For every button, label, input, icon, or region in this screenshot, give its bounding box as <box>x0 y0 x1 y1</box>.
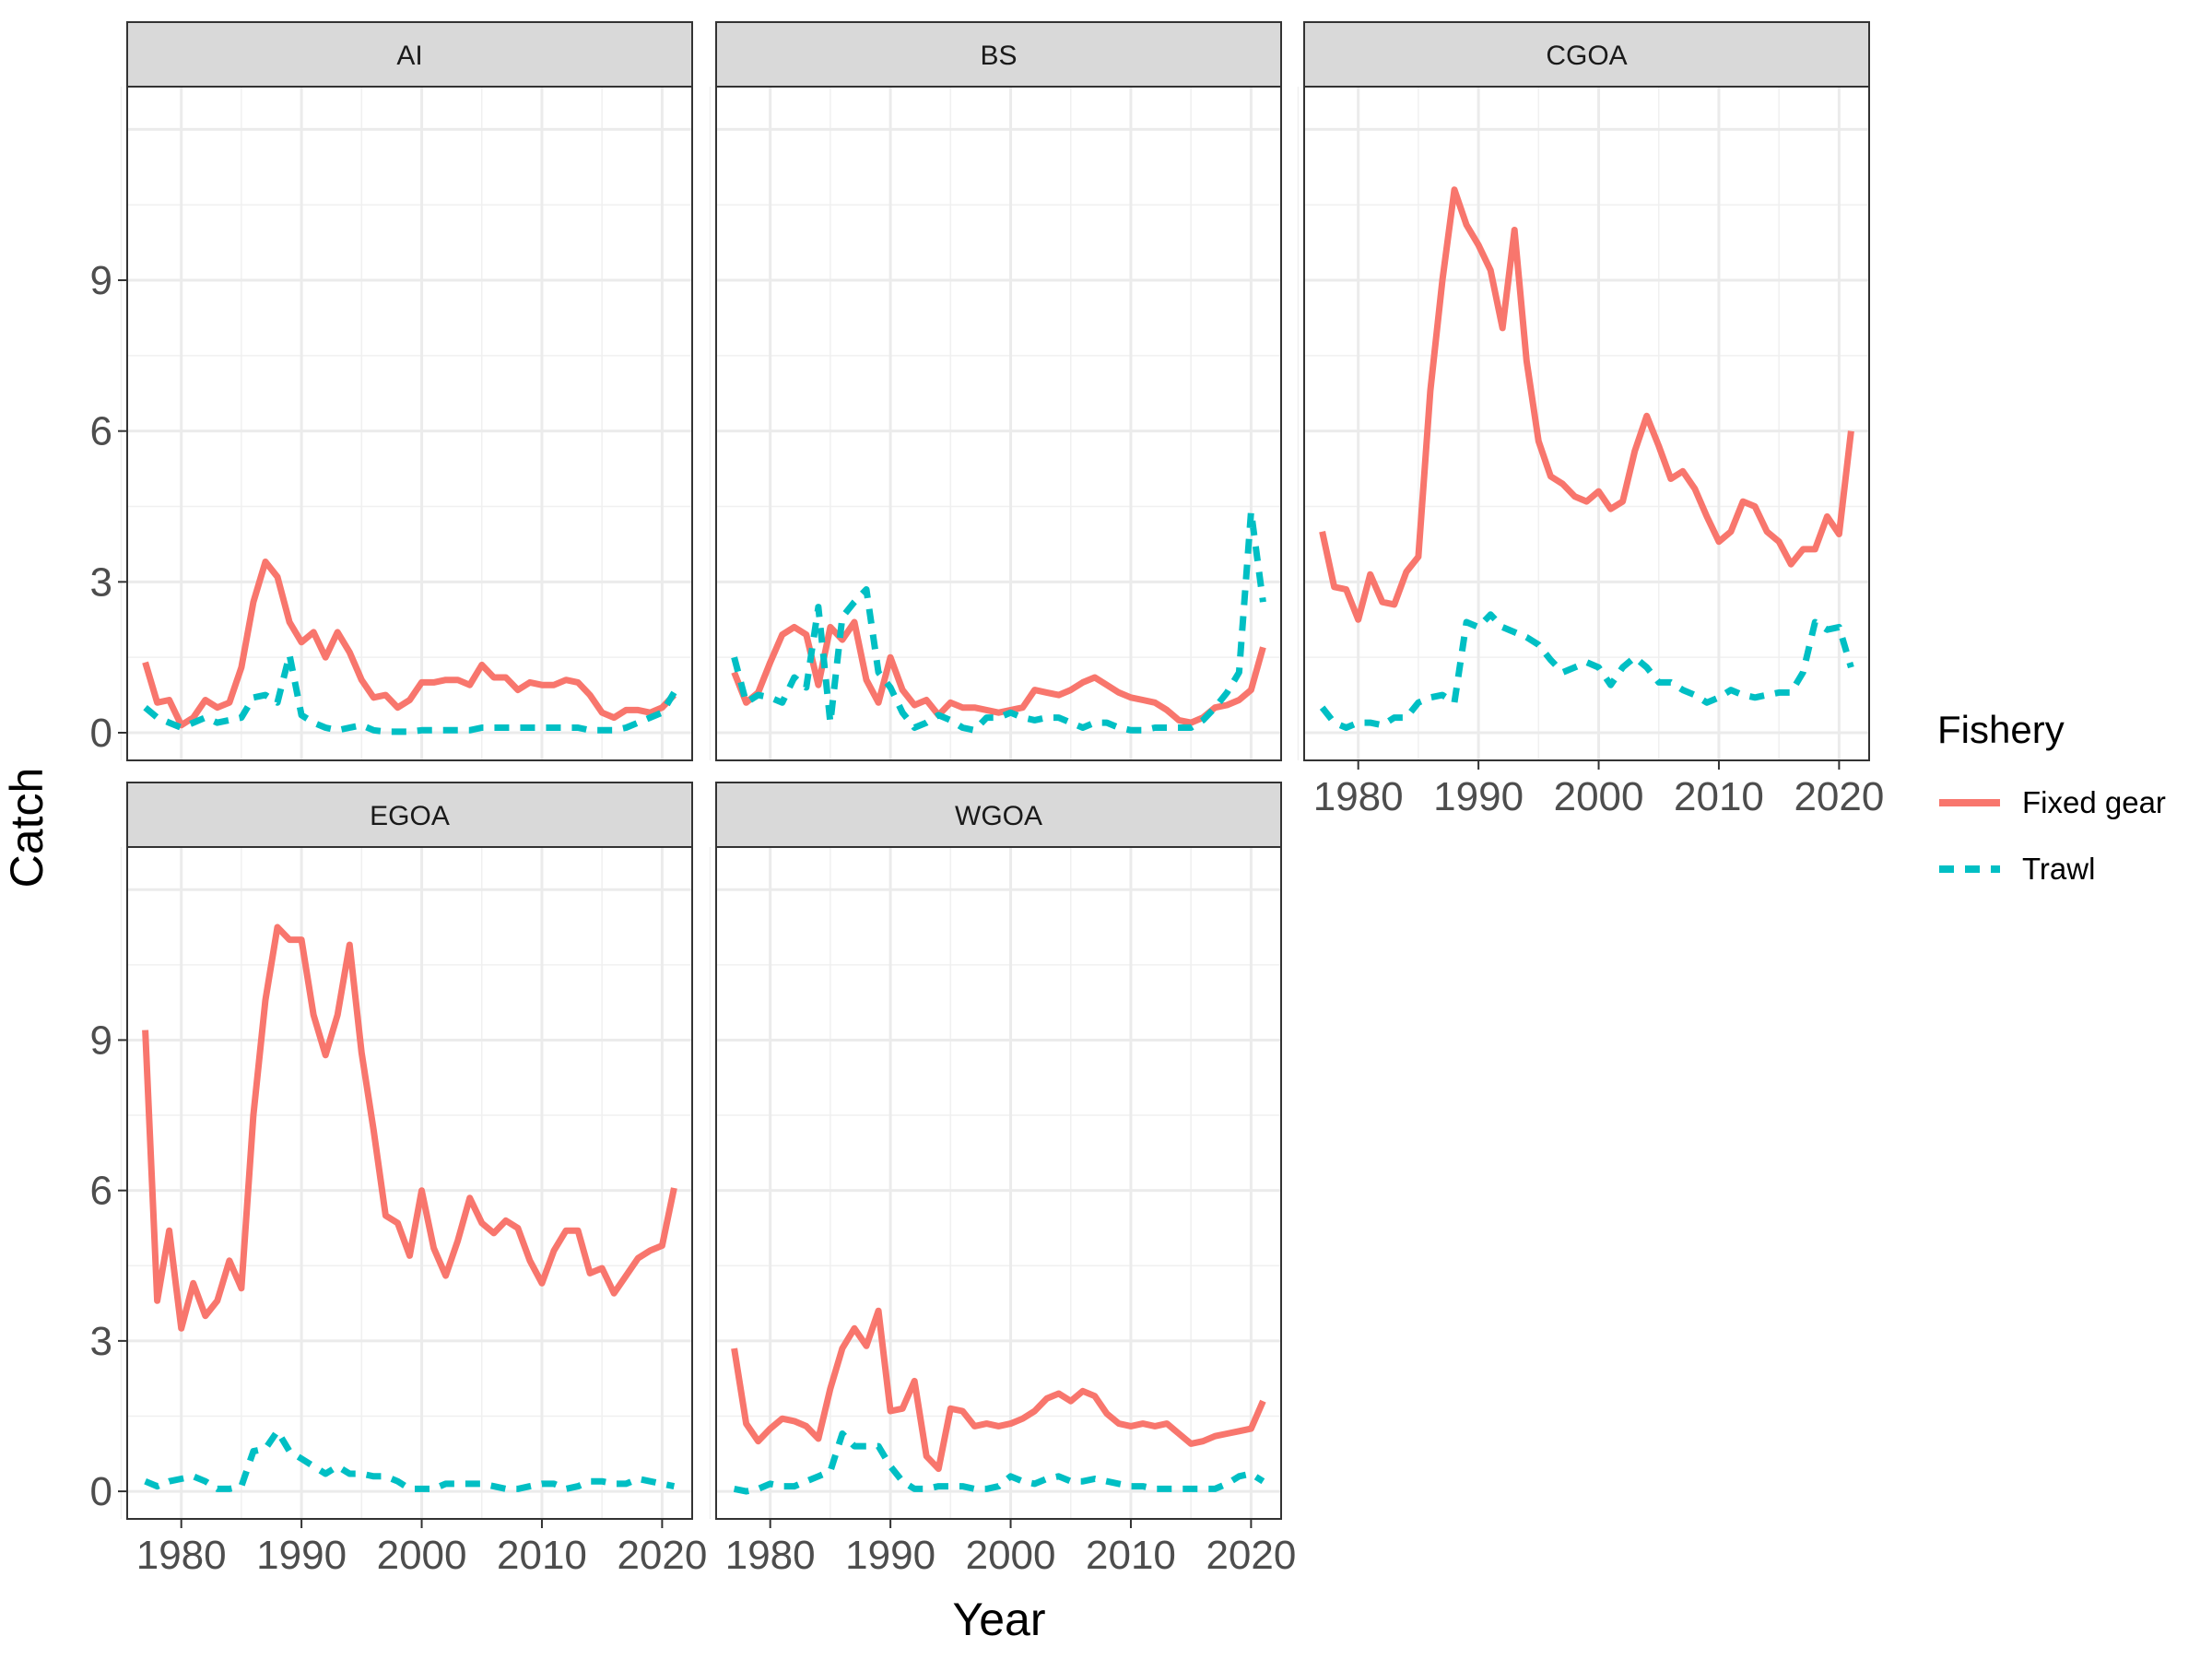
panel-background-egoa <box>127 847 692 1519</box>
series-line-cgoa-fixed-gear <box>1319 186 1854 623</box>
x-tick-label: 2010 <box>1086 1533 1176 1578</box>
strip-label-bs: BS <box>980 41 1017 71</box>
x-tick-label: 1990 <box>256 1533 347 1578</box>
panel-background-bs <box>716 87 1281 760</box>
x-tick-label: 1980 <box>136 1533 227 1578</box>
legend-label-fixed-gear: Fixed gear <box>2022 785 2166 819</box>
y-tick-label: 9 <box>90 258 112 303</box>
strip-label-egoa: EGOA <box>370 801 450 831</box>
x-tick-label: 2000 <box>377 1533 467 1578</box>
y-tick-label: 3 <box>90 1319 112 1364</box>
panel-border-cgoa <box>1303 86 1870 761</box>
x-tick-label: 2010 <box>497 1533 587 1578</box>
panel-border-bs <box>715 86 1282 761</box>
x-tick-label: 2000 <box>1554 774 1644 819</box>
panel-background-ai <box>127 87 692 760</box>
x-tick-label: 1980 <box>1313 774 1404 819</box>
strip-bs <box>715 21 1282 88</box>
y-axis-title: Catch <box>1 768 53 888</box>
panel-bs: BS <box>709 21 1282 761</box>
series-line-wgoa-trawl <box>733 1430 1265 1495</box>
x-tick-label: 2020 <box>1794 774 1884 819</box>
y-tick-label: 6 <box>90 409 112 454</box>
legend-title: Fishery <box>1937 708 2065 751</box>
x-axis-title: Year <box>952 1594 1045 1645</box>
strip-label-cgoa: CGOA <box>1546 41 1627 71</box>
panel-wgoa: WGOA 1980 1990 2000 2010 2020 <box>709 782 1296 1578</box>
strip-label-wgoa: WGOA <box>955 801 1042 831</box>
panel-border-egoa <box>126 846 693 1520</box>
strip-cgoa <box>1303 21 1870 88</box>
series-line-cgoa-trawl <box>1319 611 1854 731</box>
x-tick-label: 1980 <box>725 1533 816 1578</box>
y-tick-label: 9 <box>90 1018 112 1063</box>
strip-ai <box>126 21 693 88</box>
x-tick-label: 2020 <box>1206 1533 1296 1578</box>
panel-background-cgoa <box>1304 87 1869 760</box>
panel-ai: AI 0 3 6 9 <box>90 21 693 761</box>
panel-egoa: EGOA 0 3 6 9 1980 1990 2000 2010 2020 <box>90 782 707 1578</box>
series-line-ai-fixed-gear <box>142 559 677 729</box>
series-line-ai-trawl <box>143 651 677 735</box>
x-tick-label: 2000 <box>966 1533 1056 1578</box>
strip-egoa <box>126 782 693 848</box>
series-line-egoa-fixed-gear <box>142 924 677 1332</box>
x-tick-label: 2010 <box>1674 774 1764 819</box>
x-tick-label: 1990 <box>1433 774 1524 819</box>
y-tick-label: 6 <box>90 1169 112 1214</box>
y-tick-label: 3 <box>90 559 112 605</box>
series-line-wgoa-fixed-gear <box>731 1307 1266 1473</box>
facet-panels: AI 0 3 6 9 BS CGOA 1980 1990 2000 2010 2020 EGOA 0 3 6 9… <box>90 21 1884 1578</box>
legend: Fishery Fixed gear Trawl <box>1937 708 2166 886</box>
strip-label-ai: AI <box>396 41 422 71</box>
panel-background-wgoa <box>716 847 1281 1519</box>
x-tick-label: 2020 <box>617 1533 707 1578</box>
legend-label-trawl: Trawl <box>2022 852 2095 886</box>
panel-cgoa: CGOA 1980 1990 2000 2010 2020 <box>1297 21 1884 819</box>
y-tick-label: 0 <box>90 1469 112 1514</box>
panel-border-ai <box>126 86 693 761</box>
y-tick-label: 0 <box>90 711 112 756</box>
panel-border-wgoa <box>715 846 1282 1520</box>
x-tick-label: 1990 <box>845 1533 935 1578</box>
strip-wgoa <box>715 782 1282 848</box>
